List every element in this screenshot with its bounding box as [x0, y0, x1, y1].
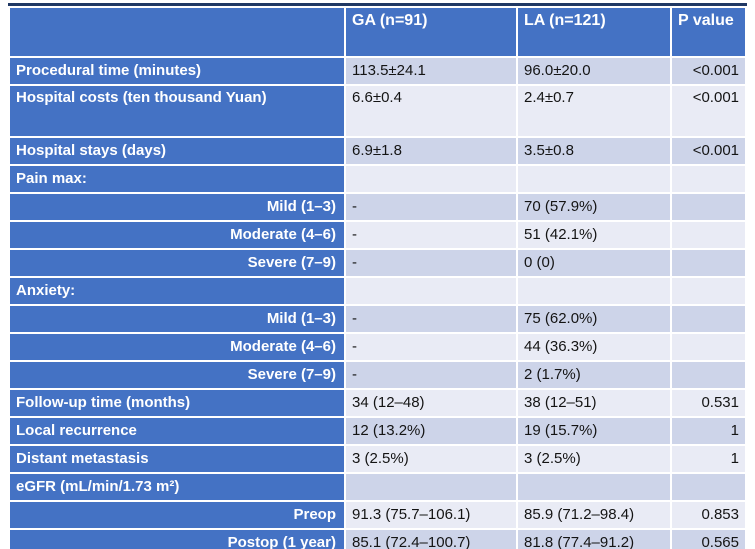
table-body: Procedural time (minutes) 113.5±24.1 96.0±… [10, 58, 745, 549]
table-row: Mild (1–3) -70 (57.9%) [10, 194, 745, 220]
ga-value-cell [346, 278, 516, 304]
table-row: Distant metastasis 3 (2.5%) 3 (2.5%) 1 [10, 446, 745, 472]
table-row: Follow-up time (months) 34 (12–48) 38 (12–… [10, 390, 745, 416]
table-row: Severe (7–9) -0 (0) [10, 250, 745, 276]
p-value-cell [672, 250, 745, 276]
table-row: Mild (1–3) -75 (62.0%) [10, 306, 745, 332]
table-row: Hospital costs (ten thousand Yuan) 6.6±0.… [10, 86, 745, 136]
table-row: Moderate (4–6) -51 (42.1%) [10, 222, 745, 248]
header-la-cell: LA (n=121) [518, 8, 670, 56]
header-ga-cell: GA (n=91) [346, 8, 516, 56]
p-value-cell: <0.001 [672, 86, 745, 136]
p-value-cell: <0.001 [672, 58, 745, 84]
ga-value-cell: 3 (2.5%) [346, 446, 516, 472]
la-value-cell: 75 (62.0%) [518, 306, 670, 332]
ga-value-cell: 113.5±24.1 [346, 58, 516, 84]
p-value-cell: 0.531 [672, 390, 745, 416]
comparison-table: GA (n=91) LA (n=121) P value Procedural … [8, 3, 747, 549]
row-label-cell: Local recurrence [10, 418, 344, 444]
ga-value-cell [346, 166, 516, 192]
row-label-cell: Severe (7–9) [10, 250, 344, 276]
comparison-table-container: GA (n=91) LA (n=121) P value Procedural … [8, 3, 747, 549]
table-row: Anxiety: [10, 278, 745, 304]
header-row: GA (n=91) LA (n=121) P value [10, 8, 745, 56]
la-value-cell: 38 (12–51) [518, 390, 670, 416]
ga-value-cell: - [346, 306, 516, 332]
la-value-cell [518, 474, 670, 500]
la-value-cell: 51 (42.1%) [518, 222, 670, 248]
la-value-cell: 2.4±0.7 [518, 86, 670, 136]
la-value-cell: 2 (1.7%) [518, 362, 670, 388]
row-label-cell: Pain max: [10, 166, 344, 192]
p-value-cell [672, 334, 745, 360]
header-empty-cell [10, 8, 344, 56]
table-row: eGFR (mL/min/1.73 m²) [10, 474, 745, 500]
ga-value-cell: 6.6±0.4 [346, 86, 516, 136]
row-label-cell: Moderate (4–6) [10, 334, 344, 360]
row-label-cell: Hospital stays (days) [10, 138, 344, 164]
row-label-cell: Procedural time (minutes) [10, 58, 344, 84]
p-value-cell [672, 222, 745, 248]
row-label-cell: Distant metastasis [10, 446, 344, 472]
ga-value-cell: 34 (12–48) [346, 390, 516, 416]
ga-value-cell: - [346, 362, 516, 388]
table-row: Hospital stays (days) 6.9±1.8 3.5±0.8 <0.00… [10, 138, 745, 164]
row-label-cell: Hospital costs (ten thousand Yuan) [10, 86, 344, 136]
p-value-cell: <0.001 [672, 138, 745, 164]
row-label-cell: Anxiety: [10, 278, 344, 304]
ga-value-cell: - [346, 222, 516, 248]
ga-value-cell: - [346, 334, 516, 360]
p-value-cell [672, 362, 745, 388]
ga-value-cell: 85.1 (72.4–100.7) [346, 530, 516, 549]
la-value-cell: 81.8 (77.4–91.2) [518, 530, 670, 549]
la-value-cell: 70 (57.9%) [518, 194, 670, 220]
p-value-cell: 1 [672, 446, 745, 472]
ga-value-cell: - [346, 250, 516, 276]
row-label-cell: Postop (1 year) [10, 530, 344, 549]
la-value-cell: 44 (36.3%) [518, 334, 670, 360]
p-value-cell: 0.853 [672, 502, 745, 528]
p-value-cell [672, 306, 745, 332]
row-label-cell: Follow-up time (months) [10, 390, 344, 416]
table-row: Moderate (4–6) -44 (36.3%) [10, 334, 745, 360]
p-value-cell: 0.565 [672, 530, 745, 549]
la-value-cell [518, 278, 670, 304]
row-label-cell: Severe (7–9) [10, 362, 344, 388]
row-label-cell: Moderate (4–6) [10, 222, 344, 248]
table-row: Procedural time (minutes) 113.5±24.1 96.0±… [10, 58, 745, 84]
la-value-cell: 3.5±0.8 [518, 138, 670, 164]
p-value-cell [672, 474, 745, 500]
ga-value-cell: 12 (13.2%) [346, 418, 516, 444]
la-value-cell: 3 (2.5%) [518, 446, 670, 472]
row-label-cell: eGFR (mL/min/1.73 m²) [10, 474, 344, 500]
la-value-cell: 0 (0) [518, 250, 670, 276]
p-value-cell [672, 166, 745, 192]
ga-value-cell: 91.3 (75.7–106.1) [346, 502, 516, 528]
table-header: GA (n=91) LA (n=121) P value [10, 8, 745, 56]
table-row: Local recurrence 12 (13.2%) 19 (15.7%) 1 [10, 418, 745, 444]
p-value-cell [672, 278, 745, 304]
la-value-cell: 96.0±20.0 [518, 58, 670, 84]
table-row: Postop (1 year) 85.1 (72.4–100.7) 81.8 (77… [10, 530, 745, 549]
la-value-cell [518, 166, 670, 192]
table-row: Pain max: [10, 166, 745, 192]
la-value-cell: 85.9 (71.2–98.4) [518, 502, 670, 528]
ga-value-cell: 6.9±1.8 [346, 138, 516, 164]
row-label-cell: Preop [10, 502, 344, 528]
p-value-cell: 1 [672, 418, 745, 444]
table-row: Preop 91.3 (75.7–106.1) 85.9 (71.2–98.4) 0.… [10, 502, 745, 528]
p-value-cell [672, 194, 745, 220]
table-row: Severe (7–9) -2 (1.7%) [10, 362, 745, 388]
row-label-cell: Mild (1–3) [10, 306, 344, 332]
header-pvalue-cell: P value [672, 8, 745, 56]
ga-value-cell: - [346, 194, 516, 220]
row-label-cell: Mild (1–3) [10, 194, 344, 220]
ga-value-cell [346, 474, 516, 500]
la-value-cell: 19 (15.7%) [518, 418, 670, 444]
